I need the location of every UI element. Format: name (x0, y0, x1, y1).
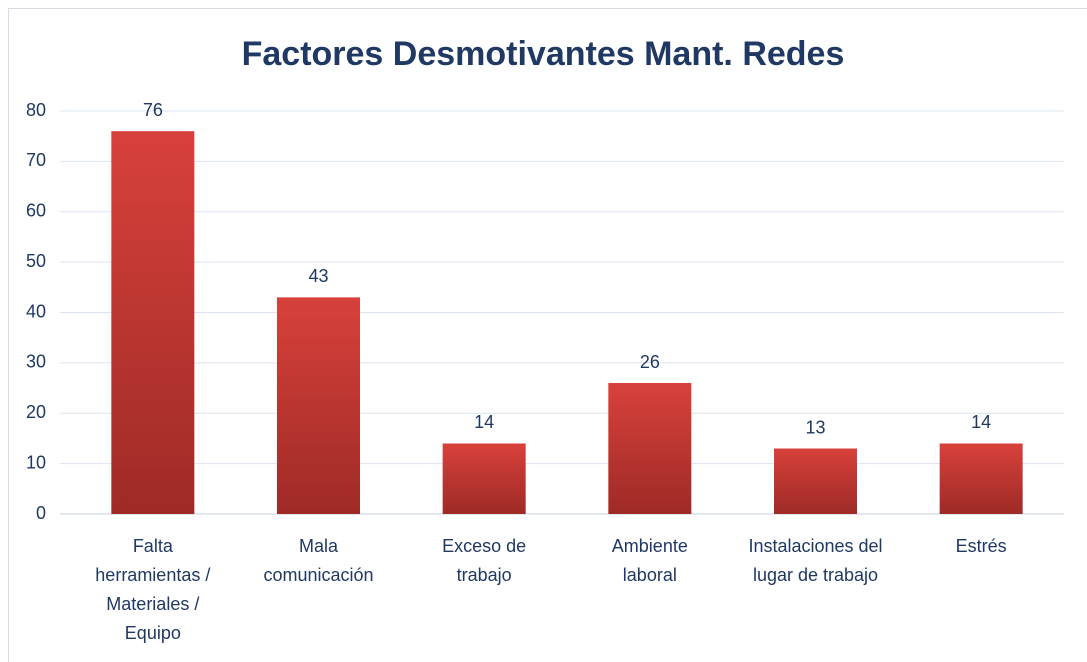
x-tick-label: Falta herramientas / Materiales / Equipo (95, 536, 211, 643)
chart-title: Factores Desmotivantes Mant. Redes (242, 35, 845, 73)
y-tick-label: 80 (26, 100, 46, 120)
data-label: 14 (971, 412, 991, 432)
bar (277, 297, 360, 514)
y-tick-label: 50 (26, 251, 46, 271)
y-tick-label: 10 (26, 452, 46, 472)
y-tick-label: 30 (26, 352, 46, 372)
y-tick-label: 0 (36, 503, 46, 523)
data-label: 14 (474, 412, 494, 432)
data-label: 26 (640, 352, 660, 372)
x-tick-label: Exceso de trabajo (442, 536, 527, 585)
y-tick-label: 40 (26, 301, 46, 321)
data-label: 76 (143, 100, 163, 120)
x-tick-label: Instalaciones del lugar de trabajo (748, 536, 883, 585)
bar (939, 443, 1023, 514)
bar (774, 448, 857, 514)
y-tick-label: 60 (26, 201, 46, 221)
y-tick-label: 20 (26, 402, 46, 422)
bar (442, 443, 526, 514)
chart-border (8, 8, 1087, 662)
y-tick-label: 70 (26, 150, 46, 170)
data-label: 13 (805, 417, 825, 437)
x-tick-label: Ambiente laboral (611, 536, 688, 585)
x-tick-label: Mala comunicación (263, 536, 374, 585)
bar (111, 131, 195, 514)
bar (608, 383, 692, 514)
data-label: 43 (308, 266, 328, 286)
x-tick-label: Estrés (955, 536, 1007, 556)
